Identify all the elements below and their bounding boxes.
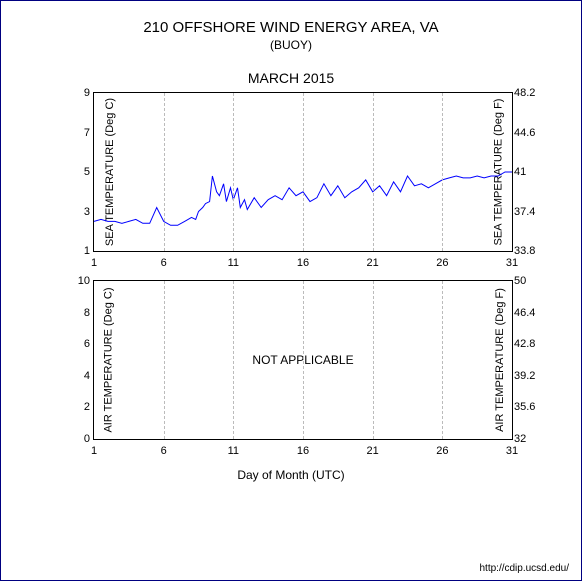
- y-tick-left: 10: [70, 275, 90, 287]
- x-tick: 16: [297, 257, 309, 269]
- gridline: [164, 281, 165, 439]
- y-tick-left: 8: [70, 307, 90, 319]
- y-tick-right: 46.4: [514, 307, 544, 319]
- gridline: [233, 281, 234, 439]
- y-tick-right: 50: [514, 275, 544, 287]
- x-axis-label: Day of Month (UTC): [1, 468, 581, 482]
- y-tick-left: 7: [70, 127, 90, 139]
- x-tick: 26: [436, 445, 448, 457]
- x-tick: 6: [161, 257, 167, 269]
- y-tick-left: 5: [70, 166, 90, 178]
- x-tick: 11: [228, 257, 239, 269]
- gridline: [233, 93, 234, 251]
- y-tick-left: 2: [70, 401, 90, 413]
- air-temp-ylabel-f: AIR TEMPERATURE (Deg F): [494, 288, 506, 432]
- title-main: 210 OFFSHORE WIND ENERGY AREA, VA: [1, 19, 581, 36]
- y-tick-right: 41: [514, 166, 544, 178]
- x-tick: 1: [91, 445, 97, 457]
- x-tick: 26: [436, 257, 448, 269]
- y-tick-left: 6: [70, 338, 90, 350]
- y-tick-right: 32: [514, 433, 544, 445]
- title-subtitle: (BUOY): [1, 38, 581, 52]
- x-tick: 21: [367, 445, 379, 457]
- gridline: [303, 93, 304, 251]
- x-tick: 1: [91, 257, 97, 269]
- gridline: [303, 281, 304, 439]
- y-tick-right: 44.6: [514, 127, 544, 139]
- gridline: [373, 281, 374, 439]
- footer-url: http://cdip.ucsd.edu/: [479, 563, 569, 574]
- chart-container: 210 OFFSHORE WIND ENERGY AREA, VA (BUOY)…: [0, 0, 582, 581]
- gridline: [442, 281, 443, 439]
- x-tick: 31: [506, 445, 518, 457]
- air-temp-panel: AIR TEMPERATURE (Deg C) AIR TEMPERATURE …: [93, 280, 513, 440]
- x-tick: 16: [297, 445, 309, 457]
- y-tick-left: 9: [70, 87, 90, 99]
- y-tick-right: 39.2: [514, 370, 544, 382]
- gridline: [373, 93, 374, 251]
- y-tick-left: 0: [70, 433, 90, 445]
- gridline: [442, 93, 443, 251]
- x-tick: 21: [367, 257, 379, 269]
- sea-temp-panel: SEA TEMPERATURE (Deg C) SEA TEMPERATURE …: [93, 92, 513, 252]
- y-tick-right: 35.6: [514, 401, 544, 413]
- y-tick-right: 37.4: [514, 206, 544, 218]
- gridline: [164, 93, 165, 251]
- y-tick-left: 1: [70, 245, 90, 257]
- y-tick-right: 33.8: [514, 245, 544, 257]
- x-tick: 11: [228, 445, 239, 457]
- title-month: MARCH 2015: [1, 70, 581, 86]
- y-tick-right: 42.8: [514, 338, 544, 350]
- y-tick-right: 48.2: [514, 87, 544, 99]
- x-tick: 6: [161, 445, 167, 457]
- x-tick: 31: [506, 257, 518, 269]
- air-temp-ylabel-c: AIR TEMPERATURE (Deg C): [103, 287, 115, 432]
- y-tick-left: 4: [70, 370, 90, 382]
- y-tick-left: 3: [70, 206, 90, 218]
